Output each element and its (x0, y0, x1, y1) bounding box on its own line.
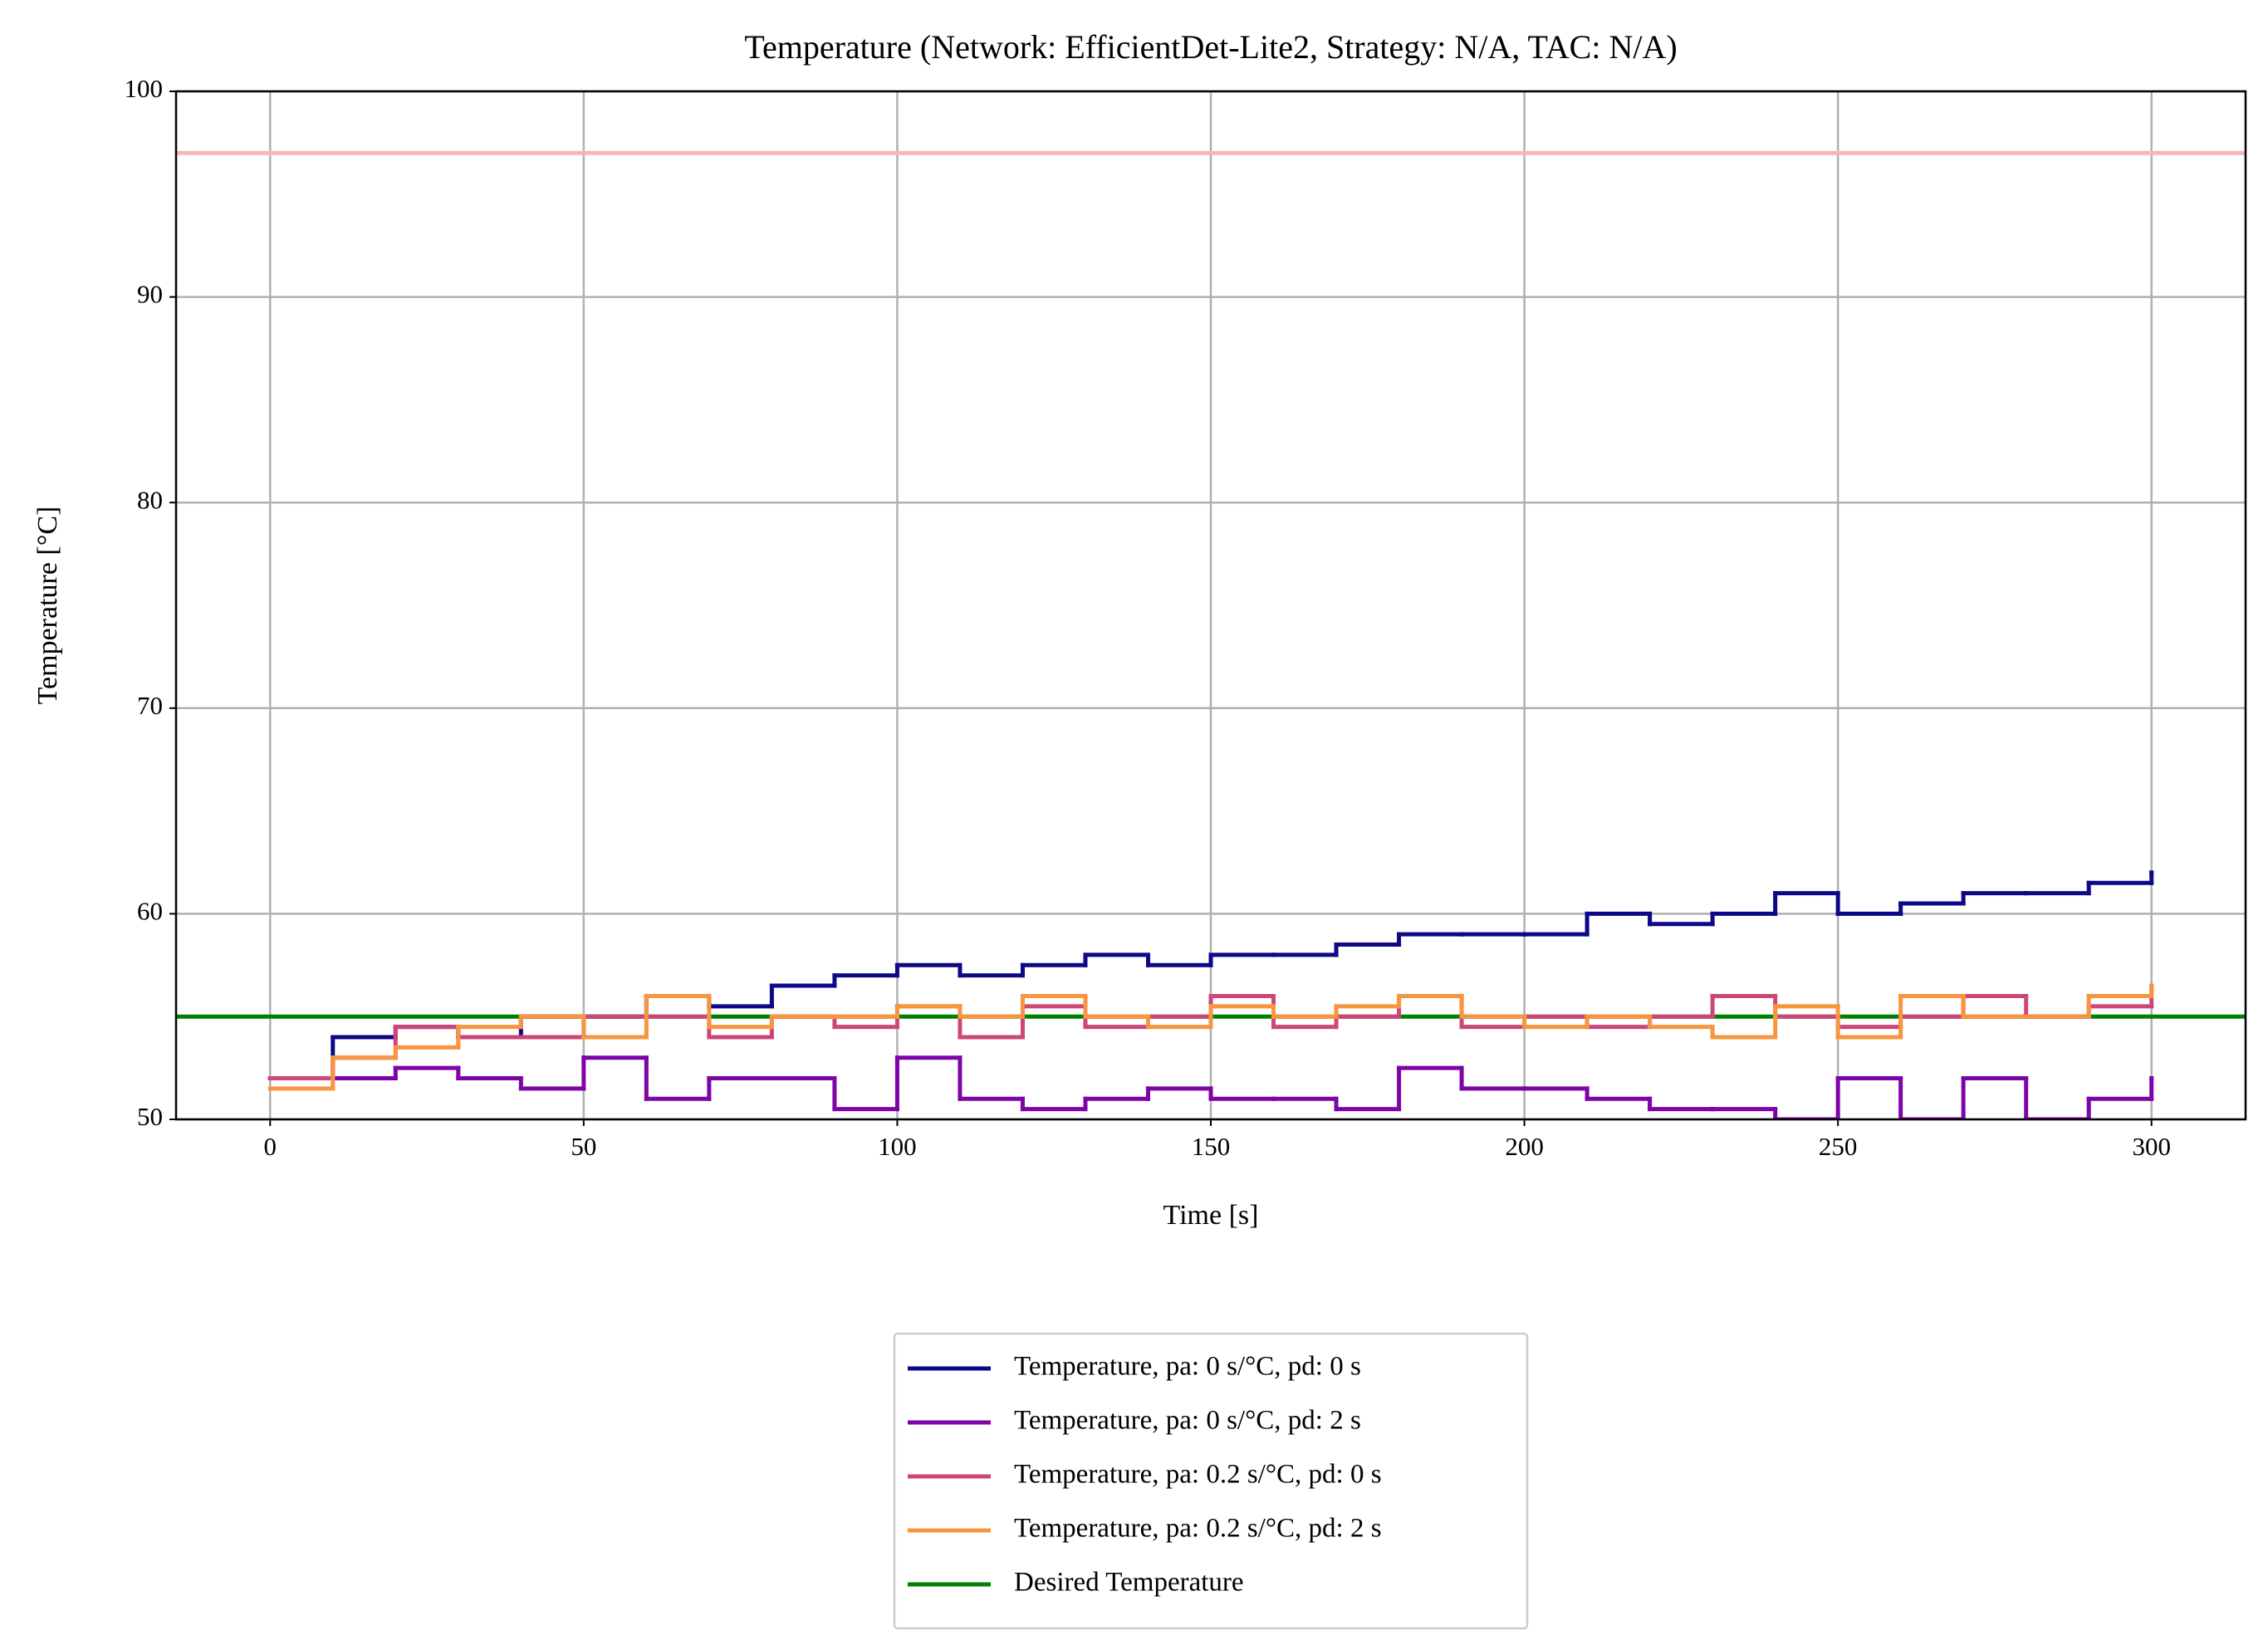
y-tick-label: 60 (137, 897, 163, 926)
legend-label: Desired Temperature (1014, 1568, 1244, 1598)
x-axis-label: Time [s] (1163, 1200, 1259, 1231)
y-tick-label: 90 (137, 280, 163, 309)
y-tick-label: 100 (125, 74, 164, 103)
y-tick-label: 70 (137, 691, 163, 720)
x-tick-label: 50 (571, 1132, 596, 1161)
y-axis-label: Temperature [°C] (32, 507, 63, 705)
x-tick-label: 200 (1505, 1132, 1544, 1161)
y-tick-label: 50 (137, 1102, 163, 1131)
chart-title: Temperature (Network: EfficientDet-Lite2… (744, 28, 1677, 66)
x-tick-label: 300 (2132, 1132, 2171, 1161)
legend (893, 1332, 1529, 1630)
legend-label: Temperature, pa: 0.2 s/°C, pd: 2 s (1014, 1514, 1382, 1544)
series (267, 983, 2154, 1091)
x-tick-label: 150 (1192, 1132, 1231, 1161)
x-tick-label: 100 (878, 1132, 917, 1161)
legend-label: Temperature, pa: 0 s/°C, pd: 0 s (1014, 1352, 1361, 1382)
series (267, 1055, 2154, 1119)
y-tick-label: 80 (137, 485, 163, 514)
plot-area (176, 150, 2246, 1119)
x-tick-label: 250 (1819, 1132, 1858, 1161)
legend-label: Temperature, pa: 0.2 s/°C, pd: 0 s (1014, 1460, 1382, 1490)
x-tick-label: 0 (264, 1132, 277, 1161)
legend-label: Temperature, pa: 0 s/°C, pd: 2 s (1014, 1406, 1361, 1436)
axes-frame (174, 90, 2247, 1121)
